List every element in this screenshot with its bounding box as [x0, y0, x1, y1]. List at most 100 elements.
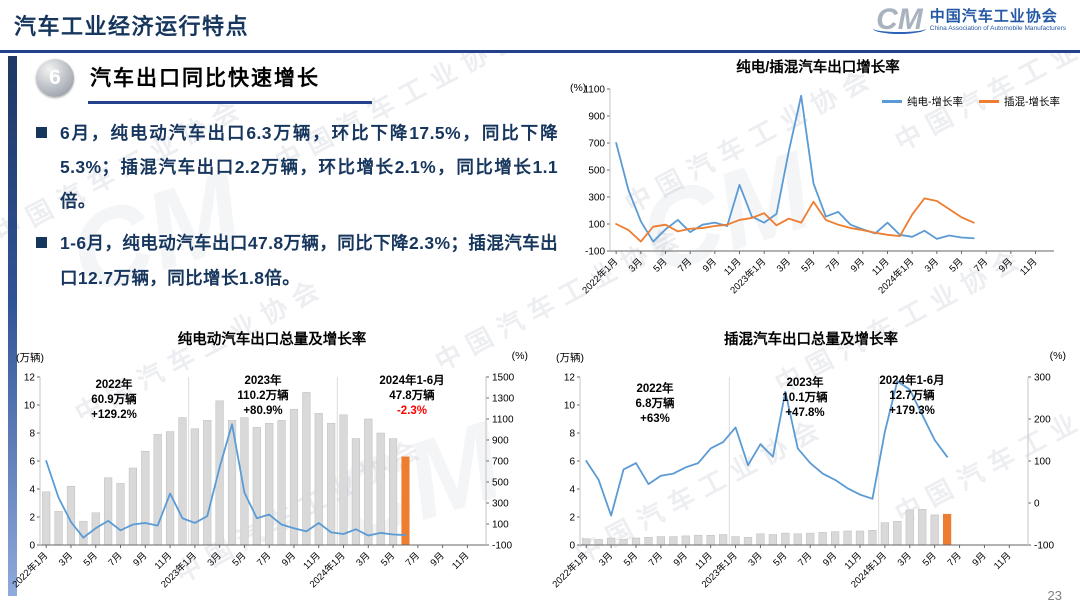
- svg-text:3月: 3月: [775, 256, 793, 274]
- section-number-badge: 6: [36, 59, 74, 97]
- svg-text:5月: 5月: [921, 550, 939, 568]
- svg-text:11月: 11月: [153, 550, 174, 571]
- annotation-line: 2024年1-6月: [879, 375, 945, 387]
- axis-unit-left: (万辆): [16, 352, 44, 364]
- svg-text:6: 6: [29, 457, 35, 468]
- svg-text:-100: -100: [585, 247, 605, 258]
- combo-chart-canvas: 0 2 4 6 8 10 12 -100 100 300 500 700 900 1100 1300 1500…: [10, 373, 515, 591]
- svg-text:2022年1月: 2022年1月: [550, 550, 591, 591]
- svg-text:700: 700: [588, 139, 605, 150]
- legend-label: 插混-增长率: [1004, 96, 1060, 108]
- svg-text:7月: 7月: [945, 550, 963, 568]
- svg-text:5月: 5月: [651, 256, 669, 274]
- annotation-line: 60.9万辆: [91, 393, 137, 406]
- bullet-square-icon: [36, 127, 47, 138]
- svg-text:3月: 3月: [597, 550, 615, 568]
- svg-text:11月: 11月: [870, 256, 891, 277]
- svg-text:9月: 9月: [997, 256, 1015, 274]
- svg-text:11月: 11月: [722, 256, 743, 277]
- svg-text:5月: 5月: [622, 550, 640, 568]
- svg-text:1100: 1100: [583, 85, 605, 96]
- chart-title: 纯电动汽车出口总量及增长率: [177, 332, 367, 348]
- svg-text:2: 2: [569, 513, 575, 524]
- svg-text:5月: 5月: [230, 550, 248, 568]
- org-name: 中国汽车工业协会: [929, 7, 1058, 25]
- left-accent-bar: [8, 56, 17, 596]
- svg-text:300: 300: [492, 499, 509, 510]
- bev-line-swatch-icon: [882, 100, 902, 103]
- phev-export-combo-chart: 插混汽车出口总量及增长率 (万辆) (%) 0 2 4 6 8 10 12 -100 0 100 2…: [546, 328, 1076, 604]
- svg-text:10: 10: [24, 401, 36, 412]
- svg-text:11月: 11月: [301, 550, 322, 571]
- svg-text:7月: 7月: [106, 550, 124, 568]
- svg-text:900: 900: [492, 436, 509, 447]
- svg-text:12: 12: [24, 373, 36, 384]
- svg-text:4: 4: [569, 485, 575, 496]
- annotation-line: 2024年1-6月: [379, 375, 445, 387]
- svg-text:2022年1月: 2022年1月: [580, 256, 621, 297]
- svg-text:6: 6: [569, 457, 575, 468]
- axis-unit-right: (%): [511, 350, 528, 362]
- annotation-line: 47.8万辆: [389, 389, 435, 402]
- org-logo: CM 中国汽车工业协会 China Association of Automob…: [873, 3, 1066, 36]
- svg-text:200: 200: [1034, 415, 1051, 426]
- svg-text:7月: 7月: [404, 550, 422, 568]
- svg-text:100: 100: [492, 520, 509, 531]
- svg-text:3月: 3月: [627, 256, 645, 274]
- svg-text:9月: 9月: [429, 550, 447, 568]
- svg-text:2: 2: [29, 513, 35, 524]
- svg-text:11月: 11月: [1018, 256, 1039, 277]
- annotation-2024: 2024年1-6月 12.7万辆 +179.3%: [846, 374, 978, 419]
- page-title: 汽车工业经济运行特点: [14, 14, 250, 39]
- header: 汽车工业经济运行特点 CM 中国汽车工业协会 China Association…: [0, 0, 1080, 53]
- bullet-list: 6月，纯电动汽车出口6.3万辆，环比下降17.5%，同比下降5.3%；插混汽车出…: [34, 116, 558, 303]
- axis-unit-right: (%): [1049, 350, 1066, 362]
- svg-text:7月: 7月: [972, 256, 990, 274]
- annotation-line: 2022年: [636, 383, 674, 395]
- svg-text:7月: 7月: [796, 550, 814, 568]
- svg-text:900: 900: [588, 112, 605, 123]
- svg-text:9月: 9月: [131, 550, 149, 568]
- svg-text:5月: 5月: [771, 550, 789, 568]
- svg-text:300: 300: [588, 193, 605, 204]
- svg-text:12: 12: [564, 373, 576, 384]
- svg-text:1100: 1100: [492, 415, 514, 426]
- svg-text:3月: 3月: [57, 550, 75, 568]
- svg-text:3月: 3月: [206, 550, 224, 568]
- svg-text:11月: 11月: [843, 550, 864, 571]
- annotation-2022: 2022年 6.8万辆 +63%: [600, 382, 710, 427]
- svg-text:100: 100: [588, 220, 605, 231]
- legend-label: 纯电-增长率: [907, 96, 963, 108]
- bullet-text: 6月，纯电动汽车出口6.3万辆，环比下降17.5%，同比下降5.3%；插混汽车出…: [60, 123, 558, 212]
- svg-text:-100: -100: [492, 541, 512, 552]
- annotation-line: 2023年: [786, 377, 824, 389]
- svg-text:10: 10: [564, 401, 576, 412]
- svg-text:3月: 3月: [354, 550, 372, 568]
- bev-export-combo-chart: 纯电动汽车出口总量及增长率 (万辆) (%) 0 2 4 6 8 10 12 -100 100 3…: [6, 328, 538, 604]
- svg-text:5月: 5月: [799, 256, 817, 274]
- annotation-line: +129.2%: [91, 408, 137, 421]
- svg-text:500: 500: [492, 478, 509, 489]
- org-logo-text: 中国汽车工业协会 China Association of Automobile…: [930, 8, 1066, 33]
- svg-text:11月: 11月: [693, 550, 714, 571]
- svg-text:9月: 9月: [821, 550, 839, 568]
- phev-line-swatch-icon: [979, 100, 999, 103]
- svg-text:5月: 5月: [947, 256, 965, 274]
- svg-text:9月: 9月: [970, 550, 988, 568]
- annotation-line-negative: -2.3%: [396, 404, 428, 417]
- svg-text:5月: 5月: [82, 550, 100, 568]
- growth-rate-line-chart: 纯电/插混汽车出口增长率 (%) 纯电-增长率 插混-增长率 -100 100 30…: [562, 56, 1074, 310]
- section-heading: 汽车出口同比快速增长: [88, 62, 372, 104]
- chart-title: 纯电/插混汽车出口增长率: [736, 60, 900, 76]
- annotation-2023: 2023年 110.2万辆 +80.9%: [206, 374, 320, 419]
- caam-logo-icon: CM: [873, 3, 926, 36]
- svg-text:2022年1月: 2022年1月: [10, 550, 51, 591]
- svg-text:0: 0: [29, 541, 35, 552]
- svg-text:1300: 1300: [492, 394, 515, 405]
- svg-text:7月: 7月: [676, 256, 694, 274]
- annotation-line: +179.3%: [889, 404, 935, 417]
- annotation-line: 2022年: [95, 379, 133, 391]
